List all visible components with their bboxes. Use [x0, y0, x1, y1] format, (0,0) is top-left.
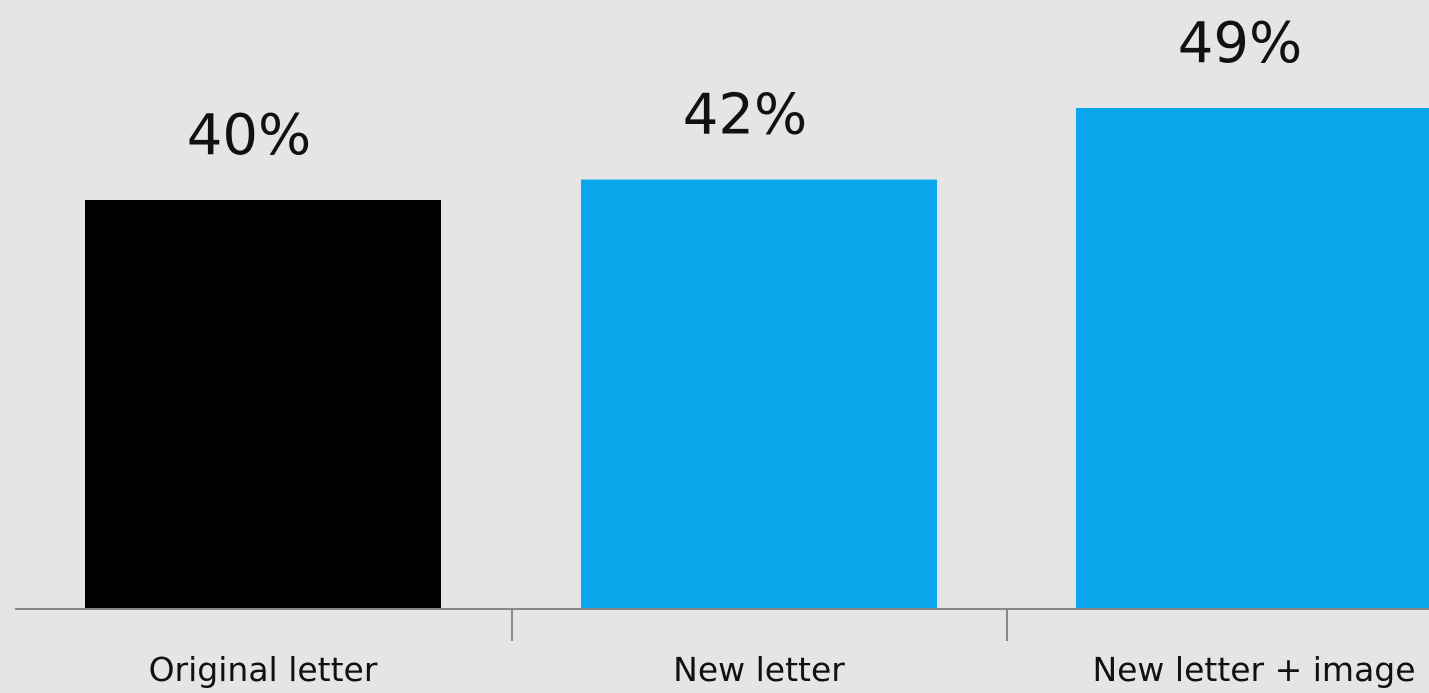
value-label-0: 40% — [187, 103, 311, 168]
category-label-2: New letter + image — [1092, 650, 1415, 689]
category-labels-group: Original letter New letter New letter + im… — [149, 650, 1416, 689]
value-label-1: 42% — [683, 83, 807, 148]
bar-2 — [1076, 108, 1429, 609]
bars-group — [85, 108, 1429, 610]
category-label-1: New letter — [673, 650, 845, 689]
value-labels-group: 40% 42% 49% — [187, 11, 1302, 168]
x-axis-ticks — [511, 609, 1008, 641]
bar-1 — [581, 179, 937, 610]
value-label-2: 49% — [1178, 11, 1302, 76]
bar-0 — [85, 200, 441, 610]
category-label-0: Original letter — [149, 650, 378, 689]
